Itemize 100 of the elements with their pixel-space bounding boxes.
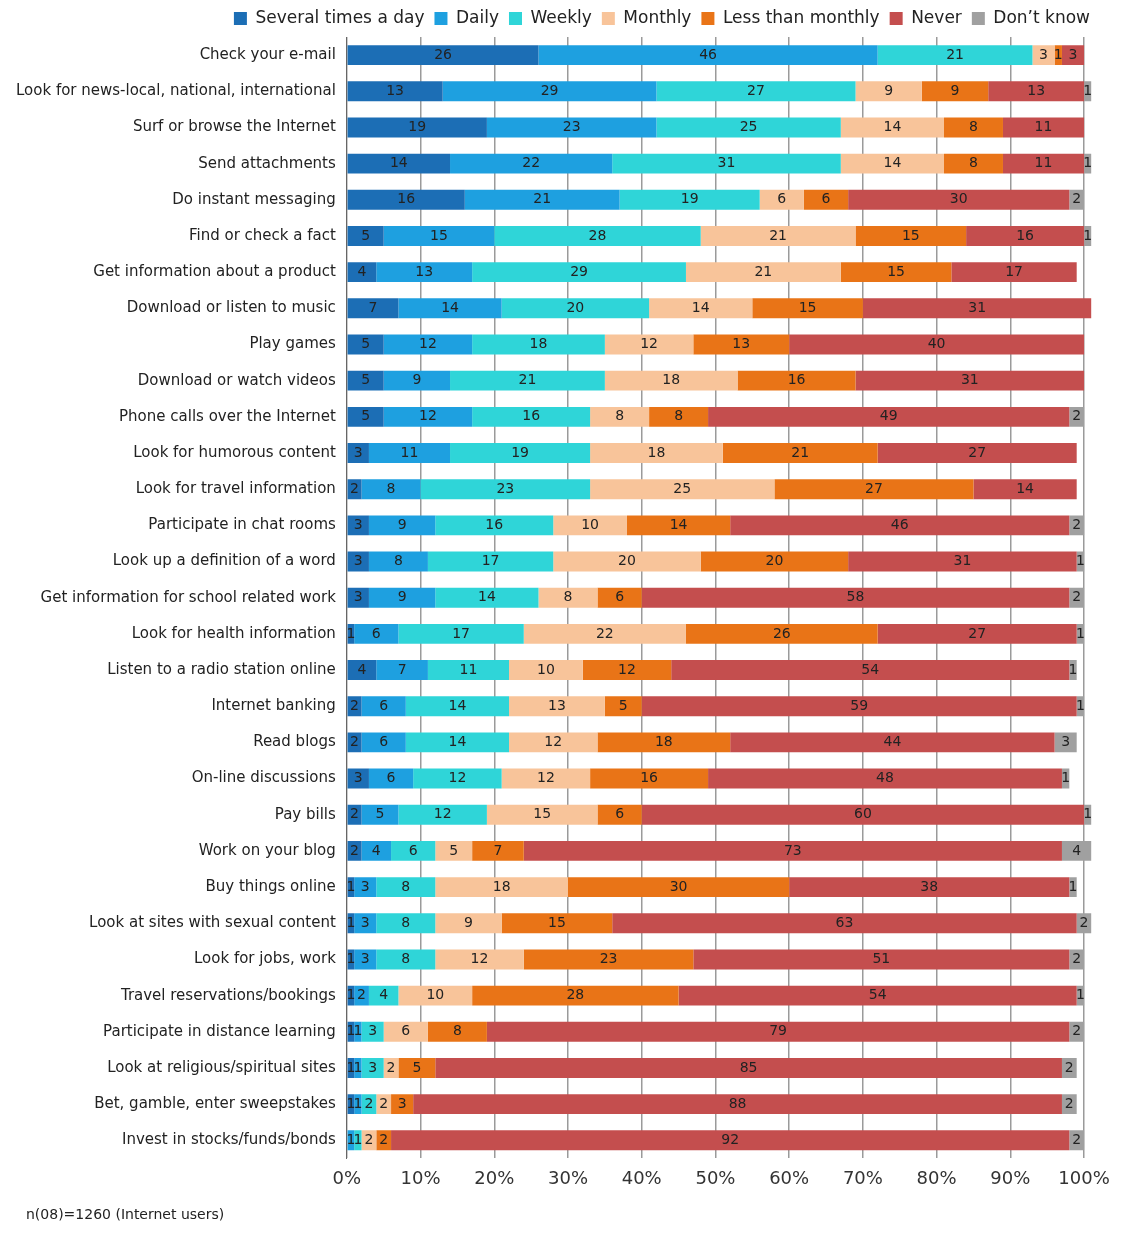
data-label: 12: [419, 407, 437, 424]
bar: [376, 262, 473, 283]
bar: [354, 623, 399, 644]
data-label: 30: [669, 877, 688, 894]
bar: [538, 45, 878, 66]
bar: [840, 262, 952, 283]
data-label: 1: [346, 913, 356, 930]
data-label: 16: [787, 371, 806, 388]
bar: [486, 804, 598, 825]
bar: [553, 515, 627, 536]
data-label: 3: [353, 769, 363, 786]
y-tick-label: Listen to a radio station online: [107, 659, 336, 678]
data-label: 25: [673, 479, 692, 496]
data-label: 10: [581, 515, 600, 532]
data-label: 46: [890, 515, 909, 532]
data-label: 10: [426, 986, 445, 1003]
bar: [361, 479, 421, 500]
bar: [840, 117, 944, 138]
data-label: 2: [1072, 190, 1082, 207]
data-label: 15: [430, 226, 448, 243]
data-label: 8: [386, 479, 396, 496]
bar: [494, 226, 701, 246]
data-label: 15: [798, 298, 817, 315]
bar: [590, 768, 709, 789]
x-tick-label: 50%: [695, 1166, 736, 1188]
bar: [368, 985, 399, 1006]
bar: [840, 153, 944, 174]
data-label: 10: [536, 660, 555, 677]
data-label: 15: [533, 805, 552, 822]
data-label: 3: [1061, 733, 1071, 750]
data-label: 27: [747, 81, 765, 98]
data-label: 11: [400, 443, 419, 460]
bar: [398, 804, 487, 825]
data-label: 1: [346, 624, 356, 641]
data-label: 21: [518, 371, 537, 388]
bar: [649, 298, 753, 319]
data-label: 8: [563, 588, 573, 605]
data-label: 31: [960, 371, 979, 388]
data-label: 2: [1072, 588, 1082, 605]
data-label: 27: [865, 479, 883, 496]
data-label: 2: [364, 1094, 374, 1111]
data-label: 7: [397, 660, 407, 677]
data-label: 88: [728, 1094, 747, 1111]
data-label: 12: [536, 769, 555, 786]
data-label: 79: [769, 1022, 788, 1039]
data-label: 1: [1075, 986, 1085, 1003]
y-tick-label: Work on your blog: [198, 840, 336, 859]
y-tick-label: Surf or browse the Internet: [132, 117, 336, 136]
y-tick-label: On-line discussions: [191, 768, 336, 787]
data-label: 29: [570, 262, 588, 279]
bar: [855, 370, 1085, 391]
y-tick-label: Get information about a product: [93, 262, 336, 281]
data-label: 6: [821, 190, 831, 207]
bar: [501, 913, 613, 934]
legend-label: Weekly: [530, 6, 592, 27]
bar: [855, 81, 922, 102]
data-label: 3: [353, 443, 363, 460]
x-tick-label: 10%: [400, 1166, 441, 1188]
y-tick-label: Get information for school related work: [40, 587, 337, 606]
data-label: 2: [1072, 1130, 1082, 1147]
y-tick-label: Find or check a fact: [188, 225, 336, 244]
x-tick-label: 60%: [769, 1166, 810, 1188]
bar: [383, 406, 473, 427]
data-label: 16: [485, 515, 504, 532]
data-label: 13: [548, 696, 566, 713]
bar: [347, 226, 384, 246]
data-label: 18: [647, 443, 666, 460]
data-label: 14: [883, 154, 902, 171]
data-label: 12: [640, 335, 659, 352]
data-label: 3: [353, 588, 363, 605]
data-label: 6: [408, 841, 418, 858]
bar: [376, 913, 436, 934]
data-label: 60: [853, 805, 872, 822]
bar: [523, 840, 1062, 861]
bar: [361, 1058, 384, 1078]
data-label: 12: [470, 950, 489, 967]
y-tick-label: Do instant messaging: [172, 189, 336, 208]
data-label: 18: [662, 371, 681, 388]
bar: [730, 732, 1055, 753]
data-label: 6: [386, 769, 396, 786]
data-label: 12: [448, 769, 467, 786]
data-label: 2: [1064, 1094, 1074, 1111]
legend-label: Never: [911, 6, 962, 27]
data-label: 15: [901, 226, 920, 243]
legend-label: Several times a day: [255, 6, 425, 27]
bar: [597, 732, 731, 753]
data-label: 16: [1016, 226, 1035, 243]
data-label: 1: [353, 1022, 363, 1039]
data-label: 16: [640, 769, 659, 786]
data-label: 51: [872, 950, 891, 967]
bar: [391, 1130, 1070, 1151]
data-label: 27: [968, 624, 987, 641]
bar: [347, 370, 384, 391]
bar: [486, 117, 657, 138]
bar: [472, 406, 591, 427]
data-label: 17: [481, 552, 500, 569]
data-label: 3: [353, 515, 363, 532]
data-label: 13: [386, 81, 405, 98]
bar: [347, 117, 487, 138]
bar: [376, 877, 436, 898]
